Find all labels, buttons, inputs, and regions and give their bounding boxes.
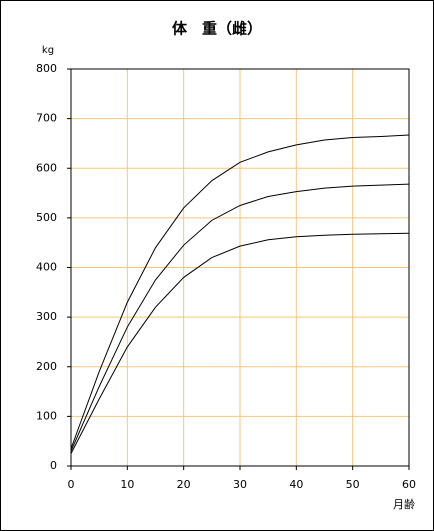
- y-tick-label: 100: [36, 409, 57, 422]
- x-axis-label: 月齢: [393, 497, 415, 511]
- x-tick-label: 30: [233, 478, 247, 491]
- y-tick-label: 400: [36, 261, 57, 274]
- y-tick-label: 200: [36, 360, 57, 373]
- chart-title: 体 重（雌）: [172, 20, 262, 38]
- y-tick-label: 300: [36, 310, 57, 323]
- x-tick-label: 0: [68, 478, 75, 491]
- plot-area: [70, 68, 410, 467]
- x-tick-label: 60: [402, 478, 416, 491]
- y-tick-label: 0: [50, 459, 57, 472]
- x-tick-label: 40: [289, 478, 303, 491]
- x-tick-label: 10: [120, 478, 134, 491]
- x-tick-label: 20: [177, 478, 191, 491]
- x-tick-label: 50: [346, 478, 360, 491]
- y-axis-label: kg: [42, 45, 54, 56]
- y-tick-label: 600: [36, 161, 57, 174]
- y-tick-label: 800: [36, 62, 57, 75]
- y-tick-label: 700: [36, 112, 57, 125]
- line: [70, 134, 410, 449]
- line: [70, 232, 410, 454]
- line: [70, 183, 410, 452]
- y-tick-label: 500: [36, 211, 57, 224]
